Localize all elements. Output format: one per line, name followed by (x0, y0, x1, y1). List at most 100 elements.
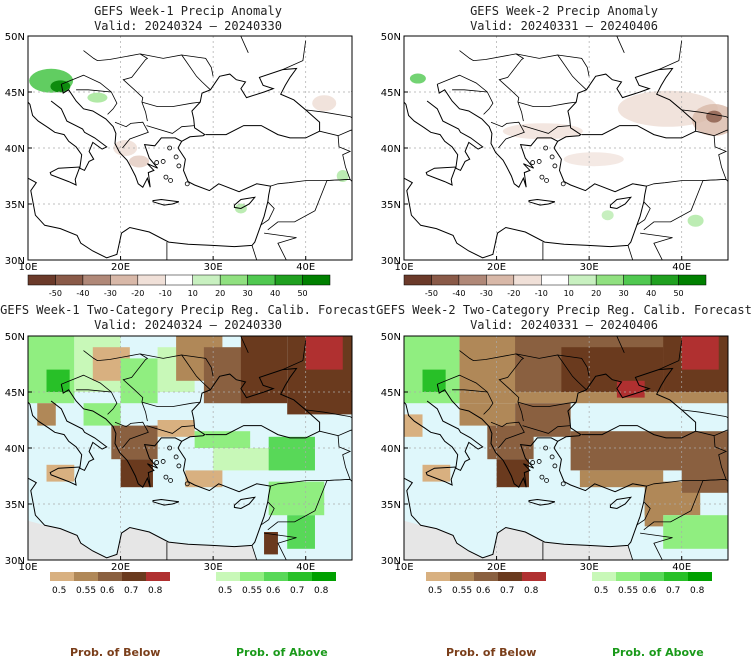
legend-swatch (50, 572, 74, 581)
lat-tick-label: 45N (381, 388, 401, 399)
island (549, 454, 555, 460)
country-border (515, 353, 587, 391)
title-text: GEFS Week-2 Two-Category Precip Reg. Cal… (376, 303, 752, 317)
country-border (114, 121, 149, 149)
caption-prob-above: Prob. of Above (612, 646, 704, 659)
probability-cell (240, 336, 288, 404)
coastline (181, 67, 321, 142)
country-border (636, 501, 651, 526)
country-border (181, 54, 214, 77)
legend-swatch (403, 274, 432, 286)
coastline (49, 166, 81, 186)
legend-swatch (431, 274, 460, 286)
legend-swatch (302, 274, 331, 286)
country-border (83, 50, 141, 62)
coastline (609, 196, 633, 210)
legend-label: 20 (215, 289, 225, 298)
legend-swatch (55, 274, 84, 286)
legend-label: 0.6 (476, 586, 491, 596)
lat-tick-label: 30N (5, 556, 25, 567)
legend-swatch (110, 274, 139, 286)
legend-swatch (616, 572, 640, 581)
country-border (146, 125, 195, 134)
legend-label: 20 (591, 289, 601, 298)
legend-swatch (474, 572, 498, 581)
probability-cell (579, 470, 664, 488)
anomaly-dry-area (563, 152, 624, 167)
country-border (557, 54, 590, 77)
legend-swatch (165, 274, 193, 286)
country-border (517, 401, 524, 422)
coastline (727, 90, 728, 93)
lat-tick-label: 40N (381, 444, 401, 455)
probability-cell (422, 369, 446, 392)
coastline (609, 496, 633, 510)
country-border (141, 101, 148, 122)
lon-tick-label: 10E (18, 262, 37, 273)
island (536, 159, 542, 164)
probability-cell (616, 380, 645, 398)
lat-tick-label: 50N (5, 332, 25, 343)
lat-tick-label: 30N (381, 556, 401, 567)
lon-tick-label: 20E (487, 262, 506, 273)
country-border (669, 99, 728, 119)
probability-cell (287, 515, 315, 549)
coastline (404, 447, 648, 559)
lat-tick-label: 35N (5, 500, 25, 511)
probability-cell (404, 414, 423, 437)
probability-cell (268, 436, 315, 471)
island (176, 163, 182, 169)
valid-range: Valid: 20240331 – 20240406 (470, 318, 658, 332)
coastline (233, 196, 257, 210)
island (552, 463, 558, 469)
country-border (695, 129, 728, 137)
country-border (640, 532, 673, 560)
legend-swatch (568, 274, 597, 286)
country-border (240, 336, 249, 353)
island (176, 463, 182, 469)
coastline (152, 498, 180, 506)
island (163, 174, 169, 180)
country-border (146, 425, 195, 434)
anomaly-wet-core (50, 80, 71, 93)
legend-swatch (122, 572, 146, 581)
island (184, 481, 190, 487)
legend-label: 0.7 (124, 586, 138, 596)
legend-swatch (146, 572, 170, 581)
legend-label: -10 (159, 289, 172, 298)
legend-label: -20 (507, 289, 520, 298)
island (560, 481, 566, 487)
probability-cell (644, 504, 664, 527)
country-border (616, 336, 625, 353)
lon-tick-label: 30E (204, 262, 223, 273)
legend-swatch (650, 274, 679, 286)
island (552, 163, 558, 169)
island (168, 178, 173, 183)
country-border (181, 354, 214, 377)
country-border (264, 532, 297, 560)
coastline (404, 400, 484, 472)
legend-label: 0.7 (290, 586, 304, 596)
probability-cell (194, 431, 251, 448)
legend-label: 0.7 (500, 586, 514, 596)
coastline (404, 147, 648, 259)
legend-label: 0.7 (666, 586, 680, 596)
island (173, 154, 179, 160)
coastline (557, 67, 697, 142)
probability-cell (681, 336, 719, 370)
map-content (28, 336, 352, 560)
country-border (612, 545, 634, 560)
valid-range: Valid: 20240324 – 20240330 (94, 318, 282, 332)
coastline (152, 198, 180, 206)
country-border (326, 478, 352, 483)
country-border (517, 101, 524, 122)
coastline (351, 90, 352, 93)
lon-tick-label: 10E (18, 562, 37, 573)
island (167, 145, 173, 151)
island (544, 178, 549, 183)
legend-label: 50 (673, 289, 683, 298)
lat-tick-label: 30N (381, 256, 401, 267)
title-text: GEFS Week-2 Precip Anomaly (470, 4, 658, 18)
